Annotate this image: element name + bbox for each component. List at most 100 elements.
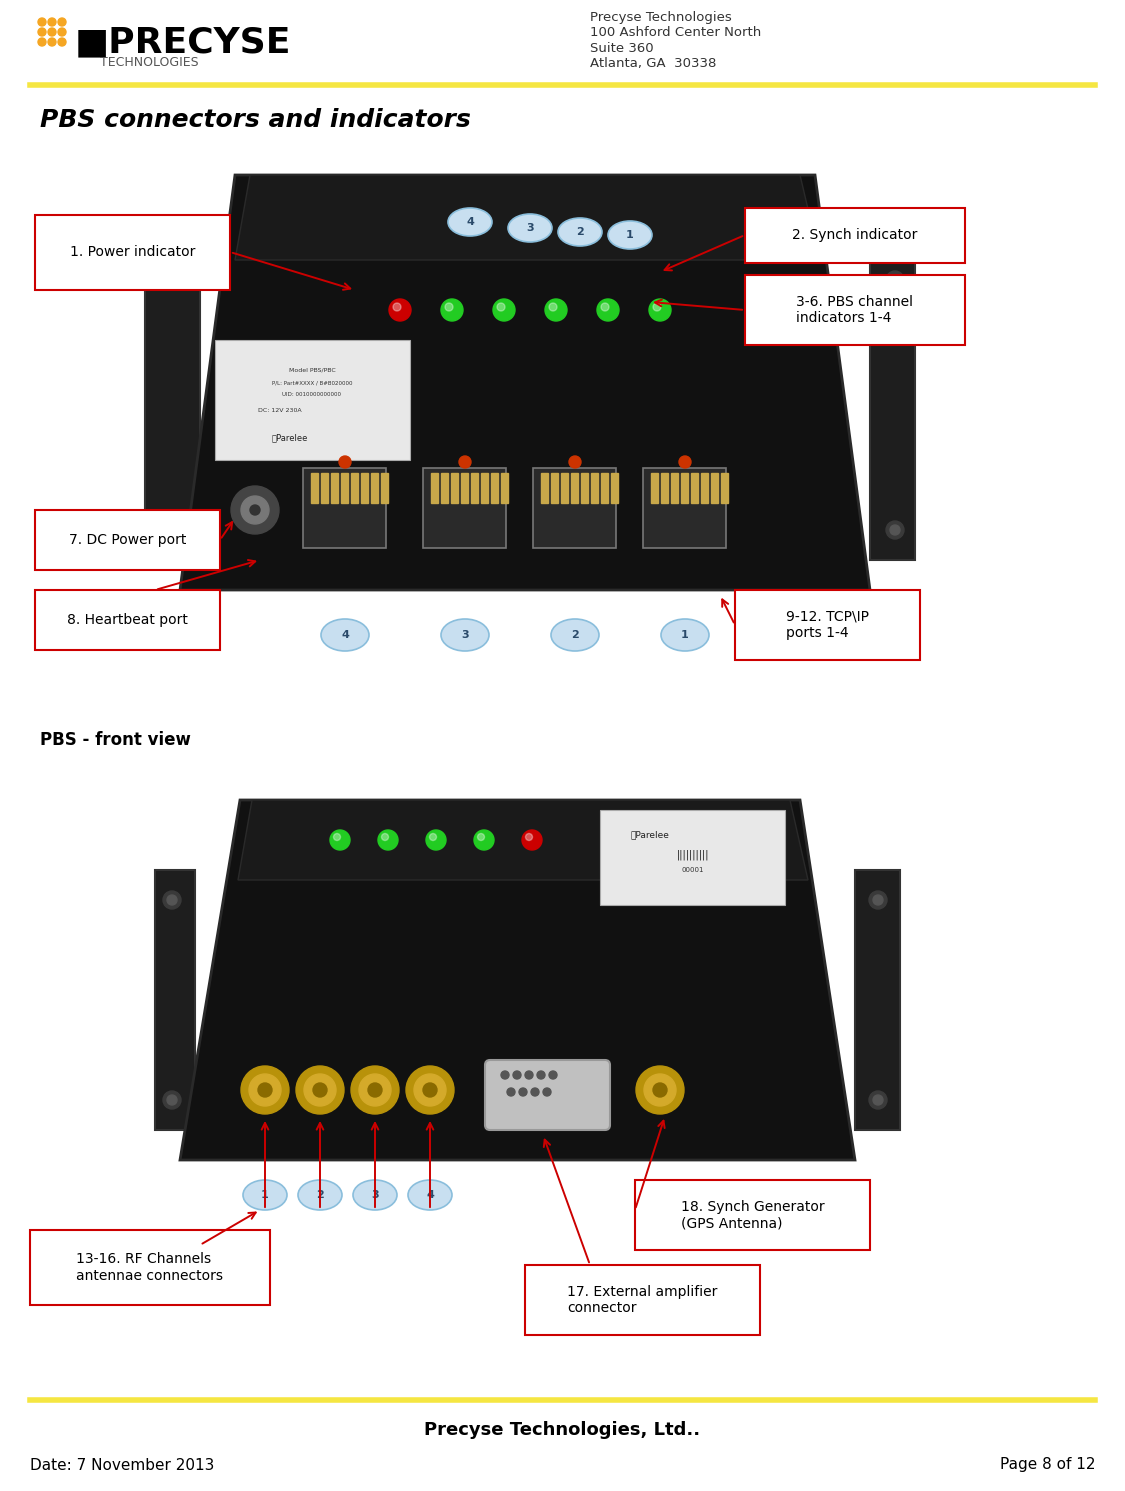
Circle shape xyxy=(549,1071,557,1079)
Ellipse shape xyxy=(448,209,492,236)
Ellipse shape xyxy=(558,218,602,246)
Circle shape xyxy=(241,1066,289,1114)
Bar xyxy=(611,473,618,502)
Circle shape xyxy=(873,1094,883,1105)
Circle shape xyxy=(38,18,46,25)
Circle shape xyxy=(459,456,471,468)
Circle shape xyxy=(597,300,619,321)
Circle shape xyxy=(644,1074,676,1106)
Bar xyxy=(381,473,388,502)
Circle shape xyxy=(544,300,567,321)
Text: 100 Ashford Center North: 100 Ashford Center North xyxy=(590,27,762,39)
Circle shape xyxy=(231,486,279,534)
Circle shape xyxy=(543,1088,551,1096)
Polygon shape xyxy=(870,250,915,561)
Polygon shape xyxy=(855,871,900,1130)
Circle shape xyxy=(890,525,900,535)
Circle shape xyxy=(393,303,400,312)
Circle shape xyxy=(38,28,46,36)
Circle shape xyxy=(493,300,515,321)
Text: 1: 1 xyxy=(681,631,688,640)
Circle shape xyxy=(333,833,341,841)
Text: 3: 3 xyxy=(371,1190,379,1200)
Circle shape xyxy=(649,300,670,321)
Bar xyxy=(533,468,617,549)
Circle shape xyxy=(296,1066,344,1114)
Circle shape xyxy=(160,274,170,285)
Text: ■PRECYSE: ■PRECYSE xyxy=(75,25,291,60)
Circle shape xyxy=(48,18,56,25)
Bar xyxy=(303,468,386,549)
Circle shape xyxy=(501,1071,508,1079)
Bar xyxy=(601,473,608,502)
Bar xyxy=(431,473,438,502)
Bar xyxy=(745,274,965,344)
Circle shape xyxy=(58,18,66,25)
Circle shape xyxy=(339,456,351,468)
Circle shape xyxy=(886,271,904,289)
Circle shape xyxy=(652,1082,667,1097)
Text: 4: 4 xyxy=(466,218,474,227)
Circle shape xyxy=(601,303,609,312)
Circle shape xyxy=(48,28,56,36)
Text: 3: 3 xyxy=(461,631,469,640)
Circle shape xyxy=(525,1071,533,1079)
Text: 00001: 00001 xyxy=(682,866,704,874)
Text: 8. Heartbeat port: 8. Heartbeat port xyxy=(68,613,188,628)
Circle shape xyxy=(250,505,260,514)
Bar xyxy=(541,473,548,502)
Bar xyxy=(35,215,229,291)
Bar xyxy=(215,340,410,461)
Bar xyxy=(651,473,658,502)
Bar xyxy=(591,473,598,502)
Bar xyxy=(371,473,378,502)
Ellipse shape xyxy=(353,1179,397,1211)
Circle shape xyxy=(890,274,900,285)
Text: 2: 2 xyxy=(572,631,579,640)
Ellipse shape xyxy=(243,1179,287,1211)
Bar xyxy=(735,590,920,661)
Text: 3-6. PBS channel
indicators 1-4: 3-6. PBS channel indicators 1-4 xyxy=(796,295,914,325)
Circle shape xyxy=(351,1066,399,1114)
Bar xyxy=(691,473,698,502)
Text: DC: 12V 230A: DC: 12V 230A xyxy=(259,407,302,413)
FancyBboxPatch shape xyxy=(485,1060,610,1130)
Bar xyxy=(525,1264,760,1334)
Circle shape xyxy=(58,37,66,46)
Text: 1: 1 xyxy=(261,1190,269,1200)
Text: 18. Synch Generator
(GPS Antenna): 18. Synch Generator (GPS Antenna) xyxy=(681,1200,825,1230)
Text: 1. Power indicator: 1. Power indicator xyxy=(70,246,196,259)
Circle shape xyxy=(441,300,463,321)
Circle shape xyxy=(330,830,350,850)
Circle shape xyxy=(58,28,66,36)
Text: 4: 4 xyxy=(426,1190,434,1200)
Ellipse shape xyxy=(608,221,652,249)
Polygon shape xyxy=(145,250,200,561)
Circle shape xyxy=(569,456,580,468)
Ellipse shape xyxy=(551,619,598,652)
Bar xyxy=(30,1230,270,1305)
Circle shape xyxy=(430,833,436,841)
Circle shape xyxy=(537,1071,544,1079)
Ellipse shape xyxy=(321,619,369,652)
Circle shape xyxy=(519,1088,526,1096)
Bar xyxy=(331,473,338,502)
Circle shape xyxy=(359,1074,391,1106)
Text: 2: 2 xyxy=(576,227,584,237)
Circle shape xyxy=(474,830,494,850)
Text: 9-12. TCP\IP
ports 1-4: 9-12. TCP\IP ports 1-4 xyxy=(786,610,869,640)
Circle shape xyxy=(497,303,505,312)
Text: P/L: Part#XXXX / B#B020000: P/L: Part#XXXX / B#B020000 xyxy=(272,380,352,386)
Ellipse shape xyxy=(408,1179,452,1211)
Bar xyxy=(670,473,678,502)
Text: 2: 2 xyxy=(316,1190,324,1200)
Text: 17. External amplifier
connector: 17. External amplifier connector xyxy=(567,1285,718,1315)
Ellipse shape xyxy=(298,1179,342,1211)
Text: TECHNOLOGIES: TECHNOLOGIES xyxy=(100,55,199,69)
Circle shape xyxy=(652,303,662,312)
Text: 1: 1 xyxy=(627,230,633,240)
Polygon shape xyxy=(155,871,195,1130)
Circle shape xyxy=(381,833,388,841)
Polygon shape xyxy=(238,801,808,880)
Bar xyxy=(580,473,588,502)
